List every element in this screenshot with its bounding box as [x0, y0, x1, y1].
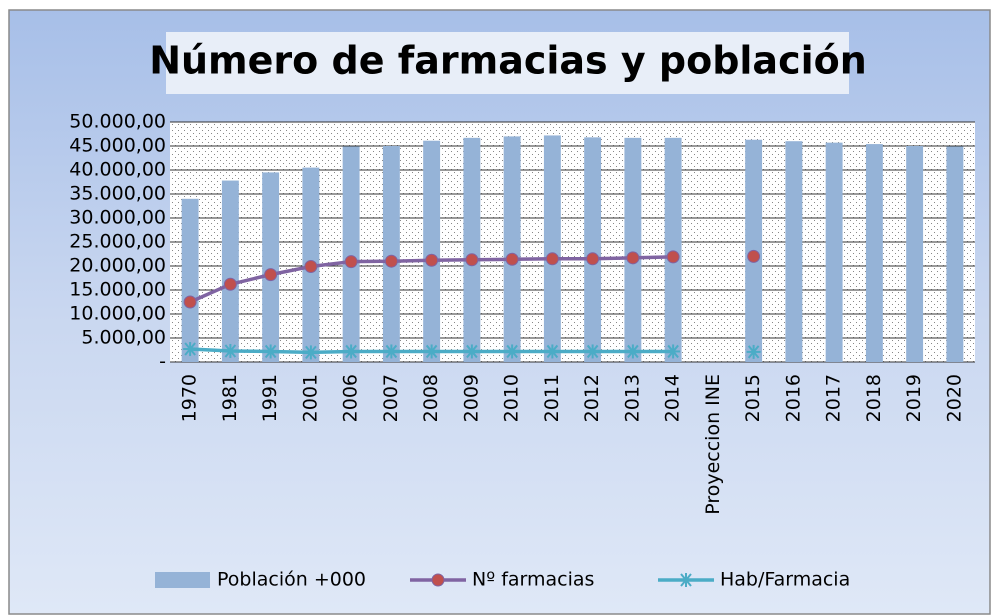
y-tick-label: 25.000,00 — [69, 231, 166, 253]
bar — [664, 137, 682, 362]
line-marker — [344, 255, 358, 269]
bar — [624, 137, 642, 362]
line-marker — [223, 277, 237, 291]
bar — [423, 140, 441, 362]
x-tick-label: 2017 — [823, 374, 845, 422]
legend-label: Nº farmacias — [472, 569, 594, 591]
legend-label: Población +000 — [217, 569, 366, 591]
bar — [382, 146, 400, 362]
x-tick-label: 2019 — [903, 374, 925, 422]
x-tick-label: 2011 — [541, 374, 563, 422]
bar — [946, 146, 964, 362]
bar — [262, 172, 280, 362]
x-tick-label: 2001 — [299, 374, 321, 422]
line-marker — [545, 252, 559, 266]
y-tick-label: 10.000,00 — [69, 303, 166, 325]
line-marker — [263, 344, 278, 359]
line-marker — [666, 344, 681, 359]
legend-label: Hab/Farmacia — [720, 569, 850, 591]
y-tick-label: 20.000,00 — [69, 255, 166, 277]
line-marker — [384, 254, 398, 268]
y-tick-label: 45.000,00 — [69, 135, 166, 157]
x-tick-label: 2010 — [501, 374, 523, 422]
x-tick-label: 1981 — [219, 374, 241, 422]
x-tick-label: 2008 — [420, 374, 442, 422]
x-tick-label: 1970 — [179, 374, 201, 422]
title-box — [166, 32, 849, 94]
bar — [463, 137, 481, 362]
bar — [865, 144, 883, 362]
x-tick-label: 2015 — [742, 374, 764, 422]
x-tick-label: 2009 — [460, 374, 482, 422]
line-marker — [666, 250, 680, 264]
y-tick-label: 5.000,00 — [81, 327, 166, 349]
line-marker — [264, 268, 278, 282]
bar — [342, 146, 360, 362]
line-marker — [505, 344, 520, 359]
line-marker — [505, 252, 519, 266]
y-tick-label: 15.000,00 — [69, 279, 166, 301]
line-marker — [679, 573, 693, 587]
x-tick-label: 2006 — [340, 374, 362, 422]
x-tick-label: 1991 — [259, 374, 281, 422]
line-marker — [626, 251, 640, 265]
line-marker — [223, 343, 238, 358]
line-marker — [183, 295, 197, 309]
line-marker — [545, 344, 560, 359]
bar — [503, 136, 521, 362]
line-marker — [304, 259, 318, 273]
line-marker — [747, 249, 761, 263]
y-tick-label: 50.000,00 — [69, 111, 166, 133]
y-tick-label: 35.000,00 — [69, 183, 166, 205]
x-tick-label: 2012 — [581, 374, 603, 422]
line-marker — [586, 252, 600, 266]
bar — [221, 180, 239, 362]
y-tick-label: 30.000,00 — [69, 207, 166, 229]
x-tick-label: 2018 — [863, 374, 885, 422]
y-tick-label: - — [159, 351, 166, 373]
line-marker — [183, 342, 198, 357]
x-tick-label: 2014 — [662, 374, 684, 422]
x-tick-label: 2020 — [943, 374, 965, 422]
x-tick-label: 2013 — [621, 374, 643, 422]
line-marker — [625, 344, 640, 359]
line-marker — [424, 344, 439, 359]
bar — [785, 141, 803, 362]
bar — [181, 198, 199, 362]
x-tick-label: 2007 — [380, 374, 402, 422]
bar — [584, 137, 602, 362]
y-tick-label: 40.000,00 — [69, 159, 166, 181]
line-marker — [585, 344, 600, 359]
x-tick-label: 2016 — [782, 374, 804, 422]
line-marker — [344, 344, 359, 359]
line-marker — [431, 573, 445, 587]
bar — [906, 146, 924, 362]
bar — [825, 142, 843, 362]
line-marker — [303, 345, 318, 360]
line-marker — [465, 253, 479, 267]
line-marker — [746, 344, 761, 359]
bar — [543, 135, 561, 362]
legend-swatch — [155, 572, 210, 588]
line-marker — [384, 344, 399, 359]
chart-title: Número de farmacias y población — [149, 39, 867, 83]
line-marker — [464, 344, 479, 359]
x-tick-label: Proyeccion INE — [702, 374, 724, 515]
line-marker — [425, 253, 439, 267]
